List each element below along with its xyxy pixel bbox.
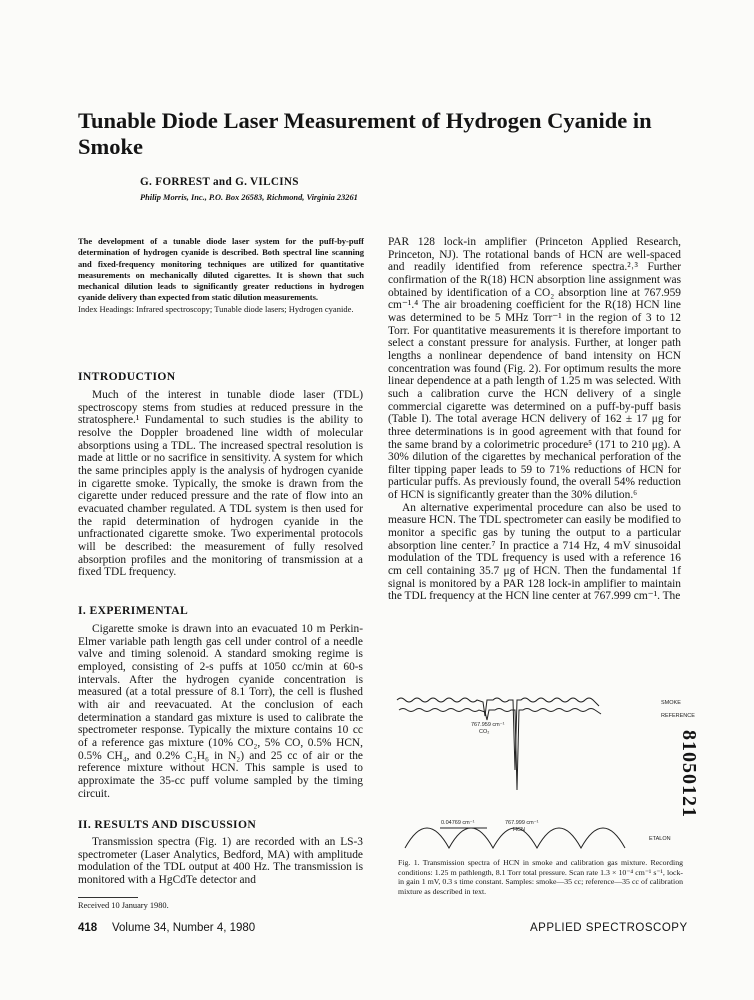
- journal: APPLIED SPECTROSCOPY: [530, 922, 688, 934]
- abstract: The development of a tunable diode laser…: [78, 236, 364, 315]
- rule: [78, 897, 138, 898]
- fig-label: ETALON: [649, 836, 671, 842]
- volume: Volume 34, Number 4, 1980: [112, 922, 256, 934]
- paragraph: Much of the interest in tunable diode la…: [78, 389, 363, 579]
- section-heading: INTRODUCTION: [78, 370, 176, 383]
- reference-trace: [398, 708, 602, 791]
- paragraph: Transmission spectra (Fig. 1) are record…: [78, 836, 363, 886]
- section-body: Much of the interest in tunable diode la…: [78, 389, 363, 579]
- fig-label: 0.04769 cm⁻¹: [441, 820, 475, 826]
- page-number: 418: [78, 922, 98, 934]
- fig-label: HCN: [513, 827, 525, 833]
- paragraph: PAR 128 lock-in amplifier (Princeton App…: [388, 236, 681, 502]
- fig-label: SMOKE: [661, 700, 681, 706]
- authors: G. FORREST and G. VILCINS: [140, 176, 299, 188]
- received: Received 10 January 1980.: [78, 901, 169, 910]
- affiliation: Philip Morris, Inc., P.O. Box 26583, Ric…: [140, 193, 358, 202]
- fig-label: REFERENCE: [661, 713, 695, 719]
- index-headings: Index Headings: Infrared spectroscopy; T…: [78, 303, 354, 314]
- fig-label: 767.999 cm⁻¹: [505, 820, 539, 826]
- fig-label: CO₂: [479, 729, 489, 735]
- etalon-trace: [404, 827, 626, 850]
- section-body: Cigarette smoke is drawn into an evacuat…: [78, 623, 363, 800]
- fig-label: 767.959 cm⁻¹: [471, 722, 505, 728]
- smoke-trace: [396, 697, 600, 771]
- paragraph: An alternative experimental procedure ca…: [388, 501, 681, 603]
- figure-caption: Fig. 1. Transmission spectra of HCN in s…: [398, 858, 683, 896]
- archive-stamp: 81050121: [678, 730, 700, 818]
- figure: 767.959 cm⁻¹ CO₂ SMOKE REFERENCE 0.04769…: [396, 697, 695, 850]
- section-body: PAR 128 lock-in amplifier (Princeton App…: [388, 236, 681, 603]
- abstract-text: The development of a tunable diode laser…: [78, 236, 364, 303]
- section-body: Transmission spectra (Fig. 1) are record…: [78, 836, 363, 887]
- spectrum-traces: [396, 697, 626, 850]
- section-heading: I. EXPERIMENTAL: [78, 604, 189, 617]
- section-heading: II. RESULTS AND DISCUSSION: [78, 818, 257, 831]
- title: Tunable Diode Laser Measurement of Hydro…: [78, 108, 652, 159]
- paragraph: Cigarette smoke is drawn into an evacuat…: [78, 623, 363, 800]
